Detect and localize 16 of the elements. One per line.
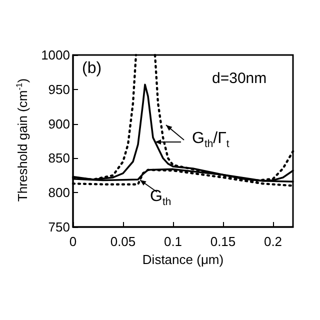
y-tick-label: 800 (48, 185, 70, 200)
annotation: d=30nm (212, 70, 267, 87)
y-tick-label: 750 (48, 220, 70, 234)
x-axis-title: Distance (μm) (142, 252, 224, 267)
y-tick-label: 850 (48, 150, 70, 166)
x-tick-label: 0.2 (264, 234, 282, 249)
annotation: G$_{th}$ (150, 188, 172, 208)
x-tick-label: 0.05 (110, 234, 136, 249)
x-tick-label: 0.15 (210, 234, 236, 249)
y-tick-label: 950 (48, 82, 70, 97)
x-tick-label: 0 (69, 234, 77, 249)
annotation: (b) (82, 60, 102, 78)
x-tick-label: 0.1 (164, 234, 182, 249)
y-tick-label: 900 (48, 116, 70, 132)
annotation: G$_{th}$/Γ$_{t}$ (192, 130, 230, 150)
y-tick-label: 1000 (41, 48, 70, 62)
